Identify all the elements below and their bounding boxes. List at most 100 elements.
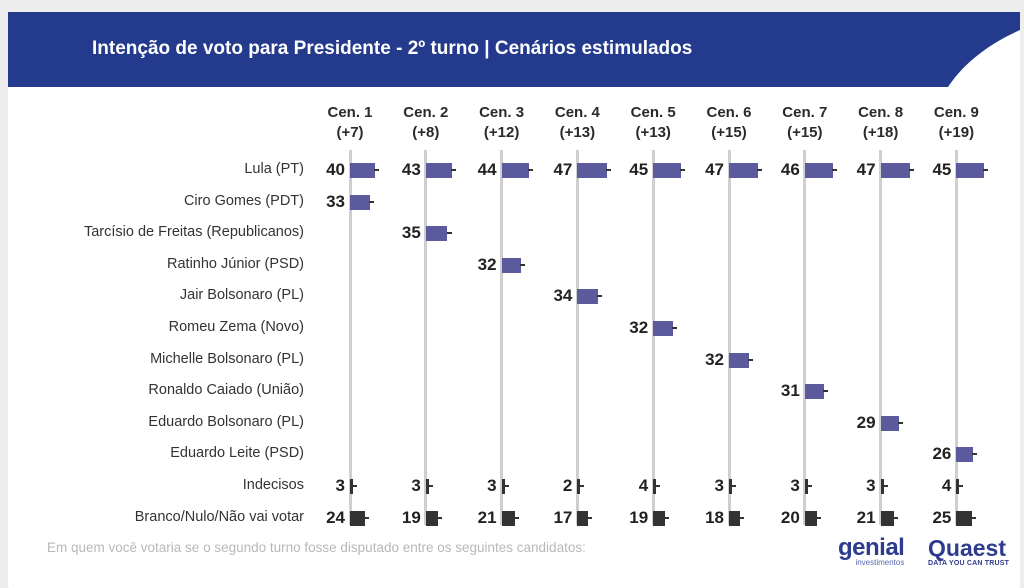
scenario-baseline [879, 150, 883, 525]
bar-end-tick [373, 169, 379, 171]
bar-end-tick [597, 295, 603, 298]
bar-end-tick [579, 485, 585, 487]
bar [350, 510, 365, 526]
value-label: 47 [705, 160, 724, 179]
bar [653, 321, 674, 336]
scenario-label: Cen. 6 [706, 104, 752, 121]
bar-end-tick [739, 516, 745, 519]
bar-end-tick [816, 516, 822, 519]
bar-end-tick [352, 485, 357, 487]
scenario-label: Cen. 7 [782, 104, 828, 121]
value-label: 47 [856, 160, 876, 179]
bar [653, 479, 657, 494]
quaest-logo-text: Quaest [928, 535, 1006, 561]
value-label: 32 [629, 318, 649, 337]
value-label: 18 [705, 507, 724, 527]
bar [804, 510, 818, 526]
bar [956, 163, 985, 178]
bar-end-tick [970, 516, 976, 519]
value-label: 26 [932, 444, 952, 464]
bar [501, 163, 529, 178]
scenario-baseline [500, 150, 504, 525]
value-label: 45 [932, 160, 952, 179]
bar [501, 257, 522, 273]
bar [577, 163, 607, 178]
scenario-header: Cen. 9 (+19) [921, 103, 991, 143]
bar-end-tick [513, 516, 519, 519]
bar-end-tick [527, 169, 533, 171]
value-label: 31 [780, 381, 800, 401]
scenario-baseline [348, 150, 352, 525]
bar-end-tick [971, 453, 977, 456]
bar-end-tick [983, 169, 989, 171]
bar [425, 226, 448, 242]
bar [804, 479, 808, 494]
bar [729, 352, 749, 368]
value-label: 44 [477, 160, 497, 179]
scenario-label: Cen. 3 [479, 104, 525, 121]
bar-end-tick [958, 485, 964, 487]
bar [880, 510, 894, 526]
scenario-baseline [651, 150, 655, 525]
scenario-difference: (+8) [412, 124, 440, 141]
bar [956, 447, 973, 463]
value-label: 29 [856, 412, 876, 432]
chart-card [8, 12, 1020, 588]
value-label: 21 [856, 507, 876, 527]
bar-end-tick [663, 516, 669, 519]
value-label: 3 [335, 476, 345, 495]
bar-end-tick [672, 327, 678, 329]
bar [880, 163, 910, 178]
value-label: 32 [705, 349, 724, 369]
scenario-header: Cen. 4 (+13) [542, 103, 612, 143]
bar-end-tick [655, 485, 661, 487]
bar [956, 510, 972, 526]
scenario-label: Cen. 9 [933, 104, 979, 121]
bar [350, 479, 353, 494]
bar-end-tick [605, 169, 611, 171]
row-label: Lula (PT) [244, 161, 304, 177]
bar-end-tick [451, 169, 457, 171]
quaest-logo: Quaest DATA YOU CAN TRUST [928, 536, 1009, 567]
bar-end-tick [832, 169, 838, 171]
bar [350, 163, 375, 178]
footnote: Em quem você votaria se o segundo turno … [47, 540, 586, 555]
bar [425, 479, 429, 494]
value-label: 46 [780, 160, 800, 179]
scenario-header: Cen. 8 (+18) [846, 103, 916, 143]
bar [501, 510, 515, 526]
value-label: 3 [714, 476, 724, 495]
value-label: 17 [553, 507, 573, 527]
bar [956, 479, 960, 494]
bar [729, 510, 741, 526]
value-label: 4 [941, 476, 952, 495]
bar-end-tick [897, 421, 903, 424]
scenario-label: Cen. 5 [630, 104, 676, 121]
scenario-baseline [954, 150, 958, 525]
bar-end-tick [823, 390, 829, 393]
value-label: 35 [401, 223, 421, 243]
row-label: Jair Bolsonaro (PL) [179, 287, 304, 304]
bar-end-tick [520, 263, 526, 266]
scenario-header: Cen. 5 (+13) [618, 103, 688, 143]
row-label: Indecisos [242, 477, 304, 493]
scenario-baseline [727, 150, 731, 525]
bar-end-tick [892, 516, 898, 519]
value-label: 34 [553, 286, 573, 306]
row-label: Romeu Zema (Novo) [168, 319, 304, 335]
value-label: 25 [932, 507, 952, 527]
value-label: 19 [629, 507, 649, 527]
bar-end-tick [882, 485, 888, 487]
bar-end-tick [586, 516, 592, 519]
row-label: Tarcísio de Freitas (Republicanos) [83, 224, 304, 241]
row-label: Ciro Gomes (PDT) [183, 192, 304, 209]
bar-end-tick [363, 516, 369, 519]
value-label: 4 [638, 476, 649, 495]
scenario-label: Cen. 8 [858, 104, 904, 121]
row-label: Branco/Nulo/Não vai votar [134, 508, 304, 525]
bar-end-tick [806, 485, 812, 487]
scenario-header: Cen. 2 (+8) [391, 103, 461, 143]
scenario-difference: (+13) [559, 124, 596, 141]
scenario-difference: (+19) [938, 124, 975, 141]
